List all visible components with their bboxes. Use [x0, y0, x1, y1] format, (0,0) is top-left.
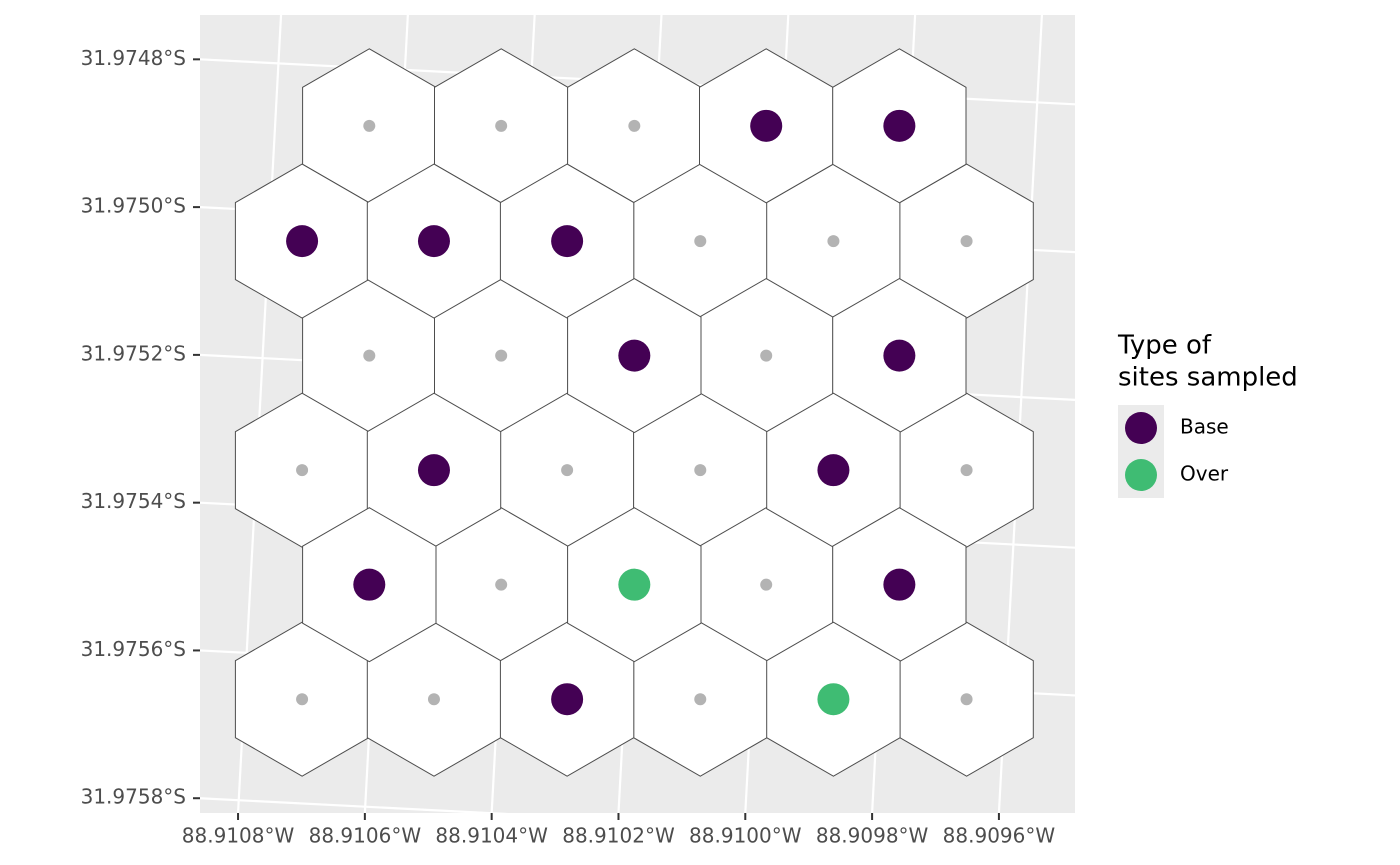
legend-title: sites sampled: [1118, 363, 1298, 393]
site: [551, 683, 584, 716]
unsampled-site: [760, 349, 773, 362]
unsampled-site: [363, 119, 376, 132]
x-tick-label: 88.9104°W: [435, 824, 548, 848]
y-tick-label: 31.9752°S: [81, 341, 186, 365]
unsampled-site: [296, 693, 309, 706]
site: [417, 225, 450, 258]
unsampled-site: [694, 693, 707, 706]
y-tick-label: 31.9750°S: [81, 194, 186, 218]
y-tick-label: 31.9748°S: [81, 46, 186, 70]
hex-grid: [234, 48, 1034, 777]
x-tick-label: 88.9102°W: [562, 824, 675, 848]
site: [750, 109, 783, 142]
unsampled-site: [694, 464, 707, 477]
unsampled-site: [694, 235, 707, 248]
unsampled-site: [427, 693, 440, 706]
axes: 88.9108°W 88.9106°W 88.9104°W 88.9102°W 88.9…: [81, 46, 1056, 848]
x-tick-label: 88.9108°W: [182, 824, 295, 848]
unsampled-site: [363, 349, 376, 362]
site: [551, 225, 584, 258]
site: [618, 339, 651, 372]
x-tick-label: 88.9096°W: [943, 824, 1056, 848]
unsampled-site: [561, 464, 574, 477]
legend-label: Base: [1180, 415, 1229, 439]
unsampled-site: [960, 464, 973, 477]
x-tick-label: 88.9098°W: [816, 824, 929, 848]
legend-key: [1125, 459, 1157, 491]
x-tick-label: 88.9100°W: [689, 824, 802, 848]
site: [286, 225, 319, 258]
unsampled-site: [296, 464, 309, 477]
site: [353, 568, 386, 601]
unsampled-site: [960, 235, 973, 248]
points: [286, 109, 973, 716]
legend: Base Over: [1125, 412, 1229, 491]
unsampled-site: [760, 578, 773, 591]
unsampled-site: [628, 119, 641, 132]
unsampled-site: [827, 235, 840, 248]
legend-label: Over: [1180, 462, 1229, 486]
unsampled-site: [495, 119, 508, 132]
legend-title: Type of: [1117, 331, 1212, 361]
grid-line: [199, 797, 1076, 845]
unsampled-site: [495, 349, 508, 362]
unsampled-site: [960, 693, 973, 706]
unsampled-site: [495, 578, 508, 591]
site: [817, 454, 850, 487]
x-tick-label: 88.9106°W: [309, 824, 422, 848]
legend-key: [1125, 412, 1157, 444]
site: [883, 339, 916, 372]
site: [417, 454, 450, 487]
site: [618, 568, 651, 601]
y-tick-label: 31.9756°S: [81, 637, 186, 661]
y-tick-label: 31.9758°S: [81, 785, 186, 809]
y-tick-label: 31.9754°S: [81, 489, 186, 513]
site: [883, 109, 916, 142]
site: [817, 683, 850, 716]
site: [883, 568, 916, 601]
